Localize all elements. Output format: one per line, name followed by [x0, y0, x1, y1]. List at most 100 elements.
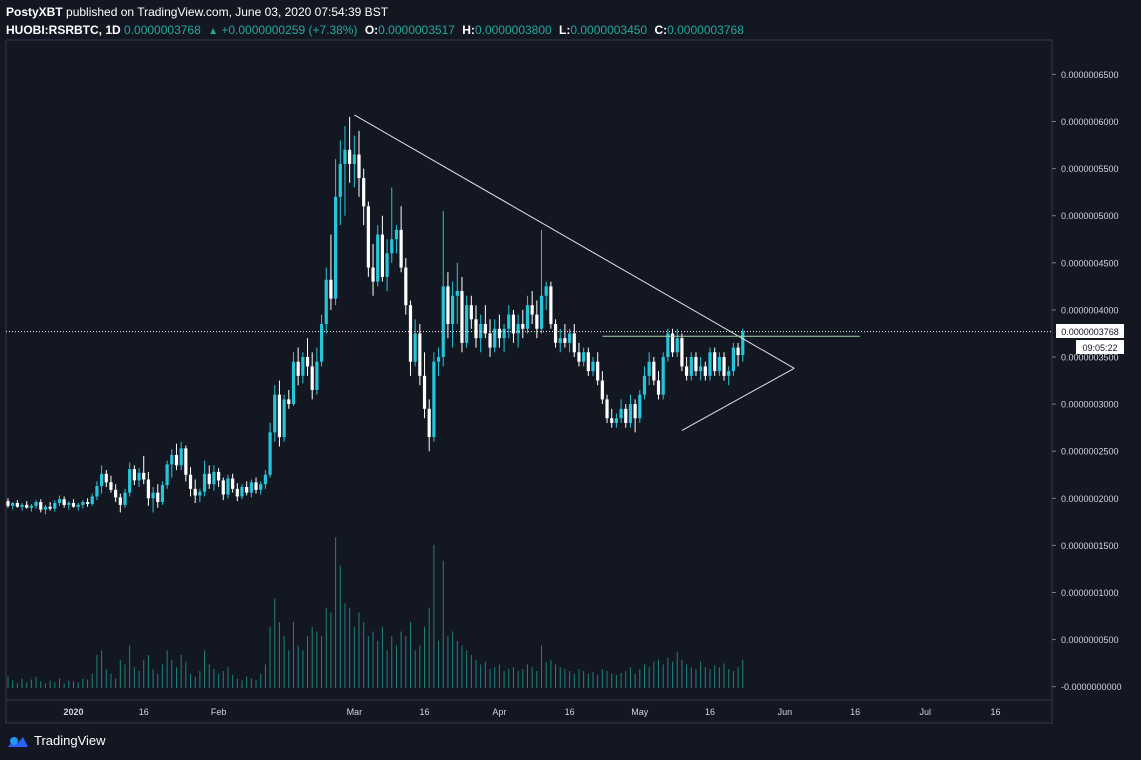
candle-body	[146, 479, 150, 499]
candle-body	[451, 295, 455, 325]
author-name[interactable]: PostyXBT	[6, 5, 63, 19]
candle-body	[460, 291, 464, 343]
candle-body	[188, 474, 193, 489]
countdown-text: 09:05:22	[1082, 343, 1117, 353]
candle-body	[71, 503, 76, 507]
time-tick-label: 16	[990, 707, 1000, 717]
time-tick-label: Apr	[492, 707, 506, 717]
candle-body	[408, 305, 413, 362]
candle-body	[104, 473, 108, 483]
time-tick-label: 16	[420, 707, 430, 717]
downtrend-line	[354, 114, 795, 369]
time-tick-label: Jun	[778, 707, 793, 717]
price-tick-label: 0.0000005500	[1061, 164, 1119, 174]
candle-body	[305, 357, 310, 367]
candle-body	[549, 286, 553, 325]
tradingview-logo[interactable]: TradingView	[6, 733, 106, 748]
candle-body	[670, 333, 675, 353]
candle-body	[563, 338, 567, 343]
candle-body	[376, 234, 380, 282]
candle-body	[553, 324, 558, 343]
candle-body	[371, 267, 375, 282]
price-axis[interactable]: 0.0000006500 0.0000006000 0.0000005500 0.00…	[1052, 70, 1122, 692]
candle-body	[348, 149, 352, 164]
candle-body	[600, 380, 604, 400]
ohlc-legend: HUOBI:RSRBTC, 1D 0.0000003768 ▲ +0.00000…	[6, 23, 744, 37]
candle-body	[474, 319, 478, 339]
price-tick-label: 0.0000001000	[1061, 588, 1119, 598]
candle-body	[20, 504, 24, 507]
candle-body	[736, 347, 740, 356]
time-tick-label: Mar	[347, 707, 363, 717]
time-tick-label: Feb	[211, 707, 227, 717]
high-label: H:	[462, 23, 475, 37]
last-price: 0.0000003768	[124, 23, 201, 37]
candle-body	[666, 333, 670, 357]
price-tick-label: 0.0000004500	[1061, 258, 1119, 268]
candle-body	[277, 394, 282, 438]
candle-body	[713, 352, 717, 372]
candle-body	[530, 305, 534, 315]
candle-body	[483, 324, 487, 334]
candle-body	[25, 504, 29, 508]
publish-text: published on TradingView.com, June 03, 2…	[62, 5, 389, 19]
candle-body	[202, 473, 207, 492]
candle-body	[268, 432, 272, 475]
candle-body	[198, 491, 202, 496]
change-value: +0.0000000259 (+7.38%)	[221, 23, 358, 37]
candle-body	[343, 149, 347, 164]
time-axis[interactable]: 2020 16 Feb Mar 16 Apr 16 May 16 Jun 16 Jul 16	[64, 707, 1001, 717]
uptrend-line	[681, 367, 795, 431]
candle-body	[128, 469, 132, 493]
price-tick-label: -0.0000000000	[1061, 682, 1122, 692]
candle-body	[245, 486, 249, 493]
price-tick-label: 0.0000005000	[1061, 211, 1119, 221]
candle-body	[62, 499, 66, 505]
candle-body	[628, 404, 633, 423]
candle-body	[642, 375, 647, 395]
price-tick-label: 0.0000004000	[1061, 305, 1119, 315]
candle-body	[741, 331, 745, 356]
candle-body	[502, 328, 506, 339]
candle-body	[399, 229, 403, 268]
candle-body	[90, 496, 94, 504]
candle-body	[231, 478, 235, 489]
candle-body	[221, 480, 225, 495]
candle-body	[170, 454, 174, 465]
candle-body	[722, 357, 726, 376]
candle-body	[572, 333, 576, 353]
candle-body	[291, 361, 296, 405]
candle-body	[535, 314, 539, 329]
candle-body	[516, 324, 520, 334]
candle-body	[34, 502, 38, 506]
candle-body	[394, 229, 399, 240]
candle-body	[174, 454, 179, 466]
candle-body	[652, 361, 656, 381]
candle-body	[582, 352, 586, 362]
candle-body	[53, 503, 57, 509]
candle-body	[100, 473, 104, 487]
candle-body	[610, 418, 614, 423]
candle-body	[357, 154, 361, 179]
candle-body	[455, 291, 459, 296]
symbol-label[interactable]: HUOBI:RSRBTC, 1D	[6, 23, 121, 37]
candle-body	[85, 502, 90, 504]
candle-body	[151, 492, 155, 499]
candle-body	[446, 286, 450, 325]
candle-body	[708, 352, 712, 376]
low-label: L:	[559, 23, 571, 37]
trend-drawings[interactable]	[6, 114, 1052, 431]
candle-body	[217, 471, 221, 481]
candle-body	[418, 333, 422, 376]
candle-body	[539, 295, 544, 329]
candle-body	[685, 366, 689, 376]
candle-body	[619, 408, 623, 419]
price-labels: 0.0000003768 09:05:22	[1056, 324, 1124, 354]
candle-body	[95, 486, 99, 497]
candle-body	[493, 328, 497, 348]
candle-body	[380, 234, 384, 277]
candle-body	[497, 328, 501, 339]
plot-border	[5, 39, 1053, 724]
candle-body	[680, 338, 684, 367]
